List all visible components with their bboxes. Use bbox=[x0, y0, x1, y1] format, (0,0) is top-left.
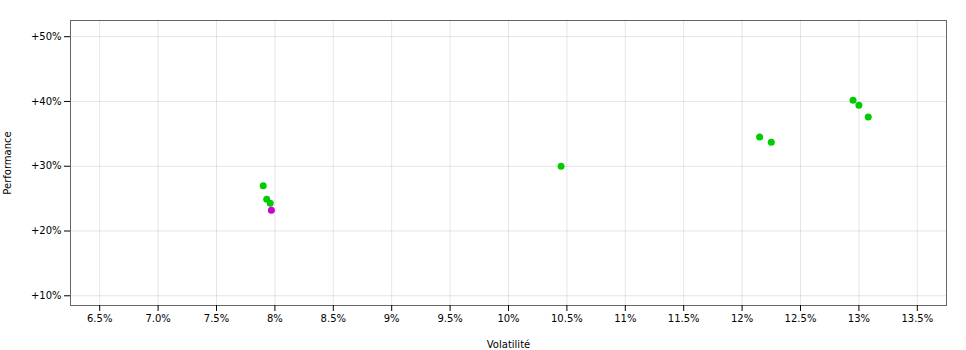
svg-text:+50%: +50% bbox=[31, 31, 62, 42]
svg-text:13.5%: 13.5% bbox=[901, 313, 933, 324]
svg-text:11.5%: 11.5% bbox=[668, 313, 700, 324]
svg-text:8%: 8% bbox=[267, 313, 283, 324]
svg-text:10.5%: 10.5% bbox=[551, 313, 583, 324]
svg-text:11%: 11% bbox=[614, 313, 636, 324]
svg-text:Performance: Performance bbox=[2, 131, 13, 194]
svg-text:+10%: +10% bbox=[31, 290, 62, 301]
svg-text:9%: 9% bbox=[384, 313, 400, 324]
svg-text:10%: 10% bbox=[497, 313, 519, 324]
svg-text:12%: 12% bbox=[731, 313, 753, 324]
svg-text:Volatilité: Volatilité bbox=[487, 339, 530, 350]
svg-text:+20%: +20% bbox=[31, 225, 62, 236]
svg-text:6.5%: 6.5% bbox=[87, 313, 112, 324]
svg-text:+30%: +30% bbox=[31, 160, 62, 171]
svg-text:12.5%: 12.5% bbox=[785, 313, 817, 324]
svg-text:8.5%: 8.5% bbox=[321, 313, 346, 324]
svg-text:+40%: +40% bbox=[31, 96, 62, 107]
svg-text:9.5%: 9.5% bbox=[437, 313, 462, 324]
svg-text:7.5%: 7.5% bbox=[204, 313, 229, 324]
svg-text:7.0%: 7.0% bbox=[145, 313, 170, 324]
svg-text:13%: 13% bbox=[848, 313, 870, 324]
